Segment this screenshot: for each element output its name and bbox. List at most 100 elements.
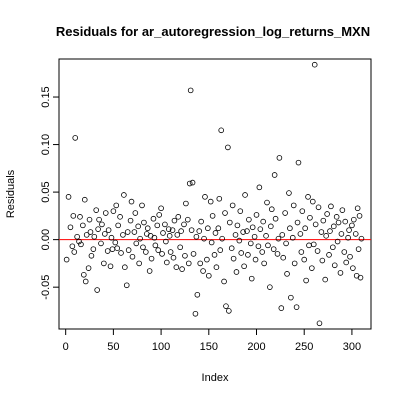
residual-point	[263, 233, 269, 239]
residual-point	[76, 238, 82, 245]
residual-point	[120, 232, 126, 238]
residual-point	[327, 228, 333, 234]
residual-point	[162, 221, 168, 228]
residual-point	[201, 235, 207, 242]
residual-point	[303, 277, 309, 284]
residual-point	[343, 259, 349, 266]
residual-point	[129, 253, 136, 260]
residual-point	[90, 246, 97, 252]
residual-point	[198, 218, 204, 225]
residual-point	[110, 208, 117, 214]
residual-point	[170, 254, 177, 261]
residual-point	[202, 194, 208, 200]
residual-point	[268, 223, 274, 230]
residual-point	[101, 231, 108, 237]
residual-point	[270, 246, 277, 252]
x-tick-label: 300	[343, 341, 361, 353]
residual-point	[132, 210, 139, 216]
residual-point	[87, 229, 94, 235]
residual-point	[310, 241, 317, 248]
y-axis-label: Residuals	[5, 169, 17, 218]
x-tick-label: 50	[107, 341, 119, 353]
residual-point	[99, 221, 105, 228]
residual-point	[237, 208, 244, 214]
residual-point	[330, 223, 337, 230]
residual-point	[140, 244, 146, 251]
residual-point	[251, 233, 258, 240]
residual-point	[335, 219, 342, 226]
residual-point	[318, 229, 325, 235]
residual-point	[355, 246, 362, 252]
residual-point	[98, 240, 104, 247]
residual-point	[316, 320, 323, 327]
residual-point	[293, 304, 300, 310]
x-tick-label: 0	[63, 341, 69, 353]
residual-point	[121, 192, 127, 198]
y-tick-label: 0.05	[40, 181, 52, 202]
residual-point	[163, 238, 169, 245]
residual-point	[233, 269, 240, 275]
residual-point	[69, 243, 76, 250]
residual-point	[295, 159, 302, 166]
residual-point	[341, 249, 348, 255]
residual-point	[182, 252, 188, 259]
x-axis: 0 50 100 150 200 250 300	[63, 328, 361, 353]
residual-point	[354, 205, 361, 212]
residual-point	[358, 235, 365, 242]
residual-point	[244, 228, 250, 234]
x-tick-label: 200	[247, 341, 265, 353]
residual-point	[95, 226, 101, 232]
residual-point	[207, 198, 214, 205]
residual-point	[236, 237, 243, 244]
residual-point	[91, 233, 98, 240]
residual-point	[160, 230, 166, 236]
residual-point	[331, 262, 338, 269]
residual-point	[178, 228, 184, 234]
residual-point	[96, 216, 102, 223]
plot-frame	[58, 58, 372, 330]
residual-point	[268, 206, 275, 213]
residual-point	[351, 216, 357, 223]
residual-point	[216, 195, 223, 202]
residual-point	[294, 219, 301, 226]
residual-point	[208, 239, 215, 246]
residual-point	[194, 291, 201, 298]
residual-point	[252, 256, 259, 263]
residual-point	[279, 232, 286, 238]
residual-point	[223, 303, 229, 309]
residual-point	[334, 238, 341, 245]
residual-point	[107, 263, 114, 270]
residual-point	[328, 203, 334, 210]
residual-point	[228, 245, 235, 251]
residual-point	[230, 255, 237, 262]
residual-point	[350, 265, 356, 271]
residual-point	[330, 244, 336, 251]
residual-point	[249, 224, 256, 231]
residual-point	[122, 264, 128, 271]
residual-point	[108, 234, 115, 241]
residual-point	[192, 310, 199, 317]
residual-point	[257, 226, 264, 232]
residual-point	[225, 144, 231, 151]
residual-point	[333, 214, 340, 220]
residual-point	[305, 194, 311, 200]
residual-point	[133, 240, 140, 247]
residual-point	[94, 287, 100, 293]
residual-point	[77, 214, 83, 220]
residual-point	[139, 202, 145, 209]
residual-point	[264, 199, 270, 206]
residual-point	[346, 227, 352, 233]
residual-point	[302, 225, 308, 232]
residual-point	[282, 210, 288, 216]
residual-point	[272, 215, 279, 222]
residual-point	[104, 248, 111, 254]
residual-point	[322, 276, 329, 283]
residual-point	[247, 240, 254, 247]
residual-point	[164, 259, 170, 266]
residual-point	[200, 268, 206, 274]
residual-point	[241, 263, 247, 270]
residual-point	[326, 252, 332, 258]
residual-point	[283, 240, 289, 247]
residual-point	[105, 227, 112, 233]
residual-point	[148, 255, 155, 262]
